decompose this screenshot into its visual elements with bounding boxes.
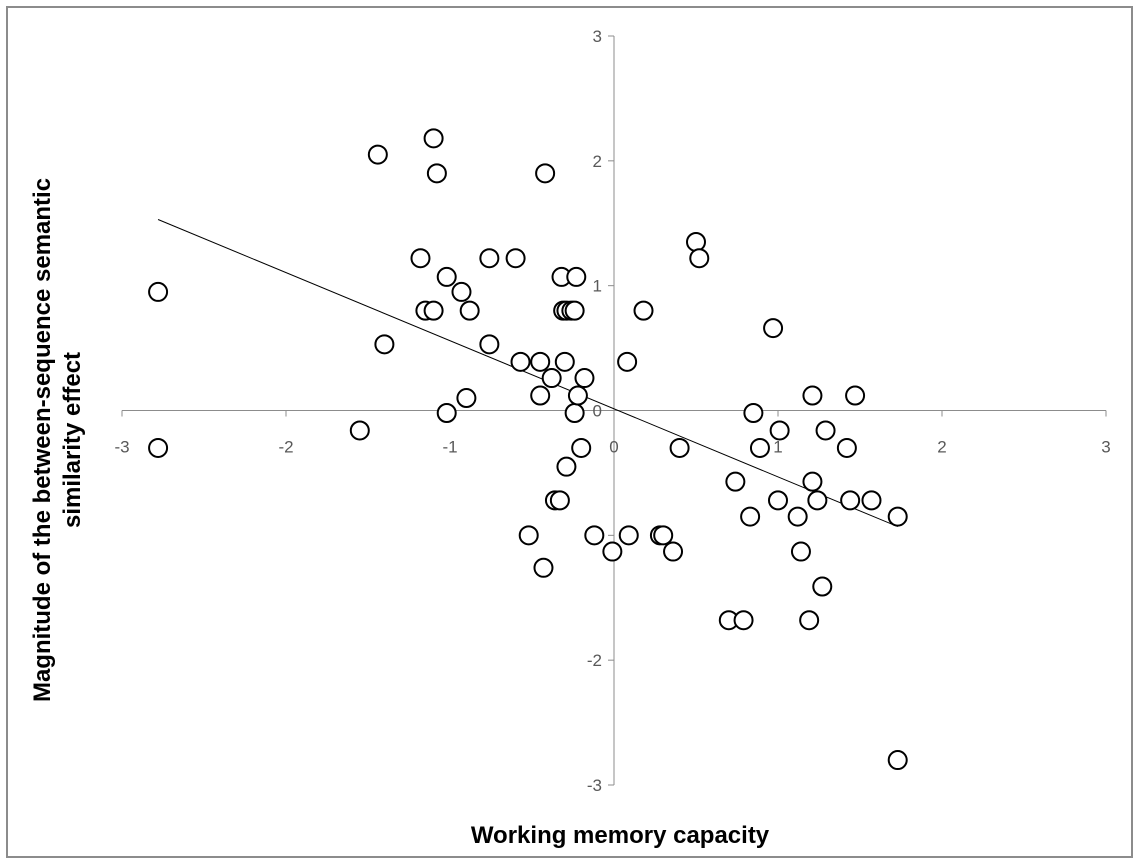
data-point [887, 750, 908, 771]
data-point [815, 420, 836, 441]
data-point [530, 351, 551, 372]
y-tick-label: 1 [593, 277, 602, 296]
data-point [456, 388, 477, 409]
data-point [807, 490, 828, 511]
data-point [799, 610, 820, 631]
y-tick-label: -2 [587, 651, 602, 670]
data-point [567, 385, 588, 406]
data-point [367, 144, 388, 165]
y-tick-label: 2 [593, 152, 602, 171]
data-point [505, 248, 526, 269]
x-axis-ticks: -3 -2 -1 0 1 2 3 [114, 410, 1111, 457]
data-point [410, 248, 431, 269]
data-point [689, 248, 710, 269]
data-point [845, 385, 866, 406]
data-point [554, 351, 575, 372]
data-point [887, 506, 908, 527]
x-tick-label: -1 [442, 438, 457, 457]
data-point [530, 385, 551, 406]
x-tick-label: -3 [114, 438, 129, 457]
y-axis-label-line-1: Magnitude of the between-sequence semant… [29, 178, 56, 702]
data-point [749, 437, 770, 458]
data-point [790, 541, 811, 562]
data-point [518, 525, 539, 546]
data-point [602, 541, 623, 562]
chart-frame [6, 6, 1133, 858]
data-points [148, 128, 908, 771]
data-point [769, 420, 790, 441]
data-point [423, 300, 444, 321]
data-point [787, 506, 808, 527]
data-point [653, 525, 674, 546]
data-point [479, 248, 500, 269]
data-point [618, 525, 639, 546]
data-point [840, 490, 861, 511]
data-point [663, 541, 684, 562]
data-point [768, 490, 788, 511]
data-point [725, 471, 746, 492]
data-point [571, 437, 592, 458]
x-tick-label: 0 [609, 438, 618, 457]
x-tick-label: -2 [278, 438, 293, 457]
y-tick-label: 0 [593, 402, 602, 421]
data-point [836, 437, 857, 458]
data-point [633, 300, 654, 321]
data-point [669, 437, 690, 458]
data-point [740, 506, 761, 527]
x-tick-label: 2 [937, 438, 946, 457]
data-point [763, 318, 784, 339]
data-point [541, 368, 562, 389]
data-point [564, 402, 585, 423]
linear-trendline [157, 219, 898, 528]
data-point [574, 368, 595, 389]
data-point [584, 525, 605, 546]
y-tick-label: 3 [593, 27, 602, 46]
x-axis-label: Working memory capacity [471, 822, 770, 849]
data-point [148, 281, 169, 302]
data-point [436, 266, 457, 287]
data-point [566, 266, 587, 287]
x-tick-label: 1 [773, 438, 782, 457]
data-point [459, 300, 480, 321]
data-point [349, 420, 370, 441]
data-point [686, 231, 706, 252]
data-point [733, 610, 754, 631]
data-point [743, 402, 764, 423]
data-point [426, 163, 447, 184]
data-point [812, 576, 833, 597]
data-point [533, 557, 554, 578]
data-point [802, 385, 823, 406]
data-point [436, 402, 457, 423]
data-point [556, 456, 577, 477]
data-point [148, 437, 169, 458]
data-point [423, 128, 444, 149]
data-point [861, 490, 882, 511]
data-point [564, 300, 585, 321]
data-point [535, 163, 556, 184]
data-point [617, 351, 638, 372]
data-point [374, 334, 395, 355]
y-tick-label: -3 [587, 776, 602, 795]
y-axis-label-line-2: similarity effect [59, 352, 86, 528]
data-point [451, 281, 472, 302]
data-point [510, 351, 531, 372]
data-point [549, 490, 570, 511]
data-point [479, 334, 500, 355]
x-tick-label: 3 [1101, 438, 1110, 457]
data-point [802, 471, 823, 492]
